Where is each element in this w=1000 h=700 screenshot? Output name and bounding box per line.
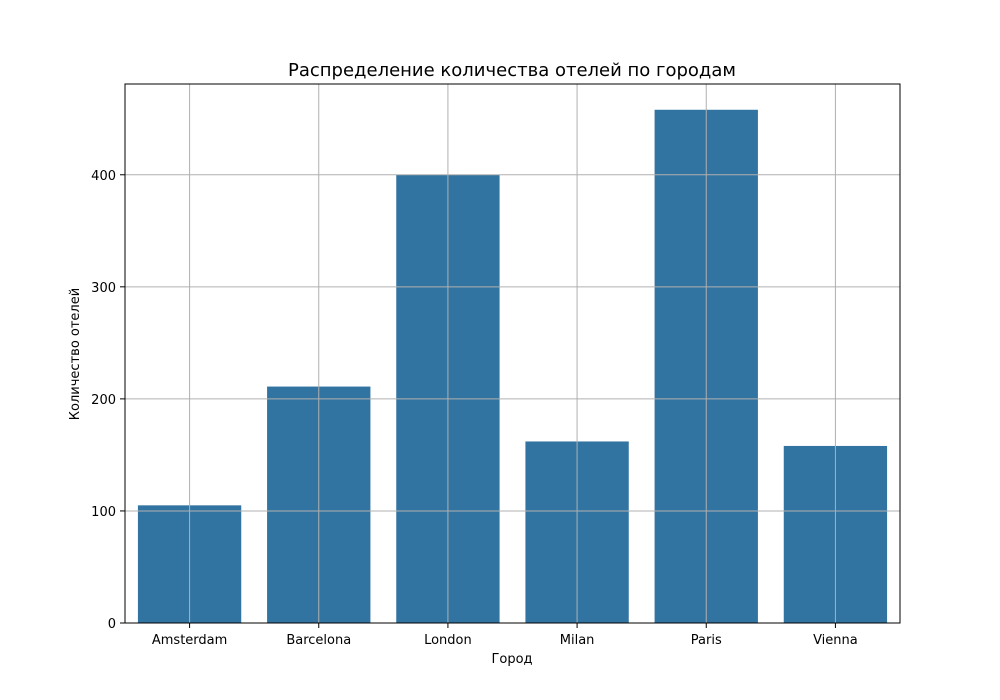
- y-tick-label: 100: [91, 505, 116, 520]
- x-tick-label: Paris: [691, 633, 722, 648]
- x-axis-ticks: Amsterdam Barcelona London Milan Paris Vienna: [152, 623, 858, 648]
- bars: [137, 109, 888, 624]
- y-axis-label: Количество отелей: [68, 288, 83, 420]
- x-tick-label: London: [424, 633, 472, 648]
- chart-title: Распределение количества отелей по город…: [288, 60, 736, 81]
- plot-frame: [124, 83, 901, 624]
- y-tick-label: 300: [91, 281, 116, 296]
- x-tick-label: Amsterdam: [152, 633, 227, 648]
- x-tick-label: Barcelona: [286, 633, 351, 648]
- y-tick-label: 200: [91, 393, 116, 408]
- x-tick-label: Milan: [560, 633, 595, 648]
- y-axis-ticks: 0 100 200 300 400: [91, 169, 125, 632]
- x-axis-label: Город: [491, 652, 532, 667]
- y-tick-label: 0: [108, 617, 116, 632]
- x-tick-label: Vienna: [813, 633, 858, 648]
- y-tick-label: 400: [91, 169, 116, 184]
